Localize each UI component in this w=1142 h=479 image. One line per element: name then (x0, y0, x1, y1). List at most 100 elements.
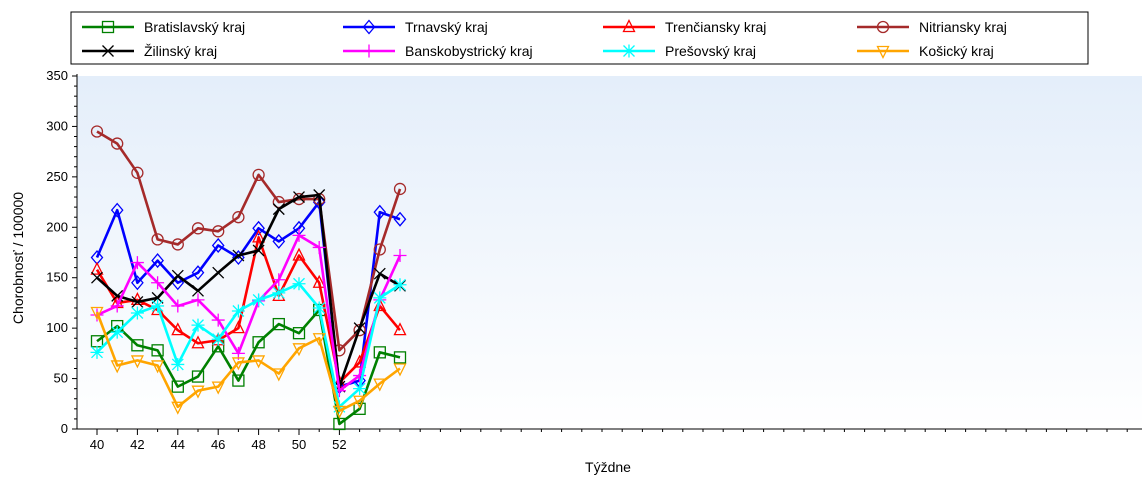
legend-item: Prešovský kraj (603, 43, 756, 59)
data-point (90, 345, 104, 359)
data-point (212, 225, 225, 238)
data-point (232, 374, 245, 387)
data-point (293, 191, 305, 203)
data-point (231, 320, 245, 334)
data-point (393, 182, 407, 196)
series-8 (90, 306, 407, 419)
legend-item: Trenčiansky kraj (603, 19, 766, 35)
data-point (151, 344, 164, 357)
data-point (191, 335, 205, 349)
data-point (252, 220, 265, 236)
data-point (292, 327, 306, 340)
legend-item: Banskobystrický kraj (343, 43, 533, 59)
data-point (393, 322, 407, 336)
data-point (252, 244, 265, 257)
x-tick-label: 48 (251, 437, 265, 452)
data-point (212, 266, 225, 279)
x-axis-title: Týždne (585, 459, 631, 475)
data-point (332, 405, 346, 419)
legend-label: Bratislavský kraj (144, 19, 245, 35)
legend-label: Trenčiansky kraj (665, 19, 766, 35)
data-point (353, 402, 366, 415)
data-point (171, 299, 185, 313)
data-point (171, 238, 184, 251)
axes: 0 50 100 150 200 250 300 350 40 42 44 46 48 50 52 (46, 68, 1142, 452)
data-point (151, 276, 165, 290)
legend-label: Banskobystrický kraj (405, 43, 533, 59)
data-point (313, 189, 326, 201)
x-tick-label: 42 (130, 437, 144, 452)
series-4 (90, 125, 407, 357)
data-point (131, 295, 144, 308)
x-tick-label: 50 (292, 437, 306, 452)
data-point (272, 203, 285, 216)
data-point (393, 351, 407, 364)
data-point (353, 322, 366, 335)
legend-marker (876, 45, 890, 59)
series-line (96, 130, 402, 352)
data-point (292, 247, 306, 261)
data-point (252, 229, 266, 243)
data-point (130, 355, 144, 369)
data-point (393, 211, 407, 227)
legend-marker (876, 20, 890, 34)
data-point (211, 381, 225, 395)
data-point (252, 293, 266, 307)
series-5 (91, 189, 406, 393)
data-point (292, 228, 306, 242)
legend-marker (102, 45, 114, 57)
data-point (252, 355, 266, 369)
legend-item: Bratislavský kraj (82, 19, 245, 35)
legend-marker (622, 44, 636, 58)
data-point (171, 357, 185, 371)
series-group (90, 125, 407, 431)
legend-label: Žilinský kraj (144, 43, 217, 59)
series-line (96, 193, 401, 388)
data-point (373, 378, 387, 392)
data-point (131, 166, 144, 179)
series-line (96, 282, 401, 409)
data-point (191, 385, 205, 399)
data-point (393, 278, 407, 292)
data-point (393, 363, 407, 377)
data-point (110, 299, 124, 313)
data-point (211, 237, 225, 253)
series-line (95, 236, 401, 384)
data-point (111, 137, 124, 150)
data-point (171, 269, 184, 282)
data-point (393, 249, 407, 263)
legend-box (70, 11, 1089, 65)
data-point (151, 360, 165, 374)
data-point (130, 306, 144, 320)
data-point (373, 204, 387, 220)
data-point (151, 299, 165, 313)
data-point (90, 125, 104, 138)
data-point (110, 202, 124, 218)
data-point (312, 240, 326, 254)
x-tick-label: 46 (211, 437, 225, 452)
legend-marker (362, 44, 376, 58)
legend-item: Košický kraj (857, 43, 994, 59)
data-point (373, 291, 387, 305)
data-point (110, 360, 124, 374)
legend-item: Trnavský kraj (343, 19, 488, 35)
data-point (191, 318, 205, 332)
data-point (130, 256, 144, 270)
data-point (312, 333, 326, 347)
data-point (151, 253, 164, 269)
data-point (211, 313, 225, 327)
data-point (272, 273, 286, 287)
legend-marker (622, 19, 636, 33)
data-point (252, 336, 265, 349)
data-point (191, 370, 205, 383)
series-7 (90, 277, 407, 414)
y-tick-label: 300 (46, 118, 68, 133)
data-point (171, 322, 185, 336)
y-tick-label: 100 (46, 320, 68, 335)
legend-label: Prešovský kraj (665, 43, 756, 59)
legend-label: Košický kraj (919, 43, 994, 59)
legend-marker (362, 19, 376, 35)
data-point (272, 286, 286, 300)
y-tick-label: 50 (54, 371, 68, 386)
